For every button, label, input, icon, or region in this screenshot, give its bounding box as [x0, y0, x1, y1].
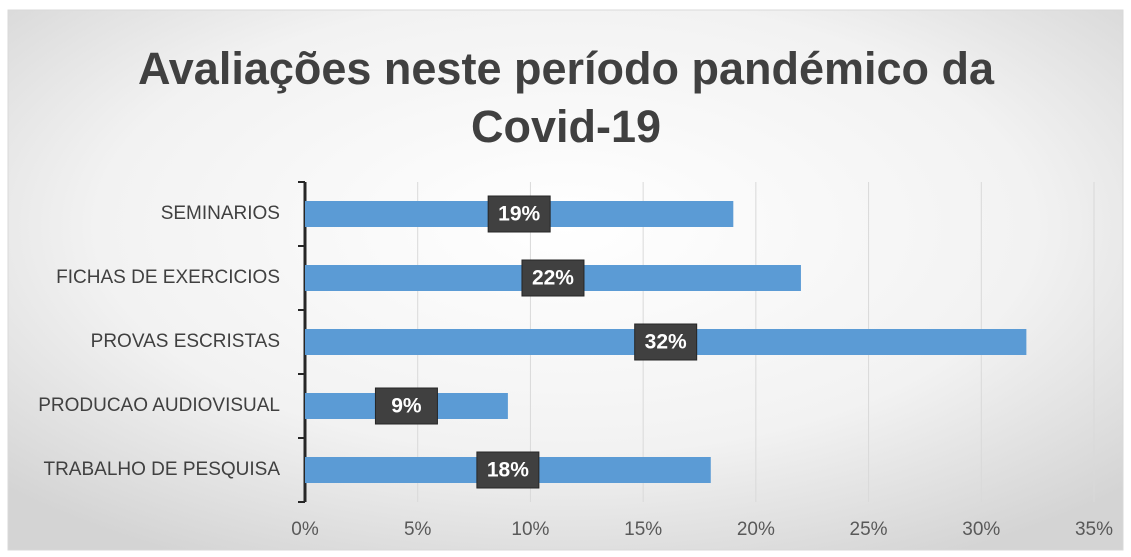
data-label: 19% [498, 203, 540, 226]
data-label-box [634, 323, 698, 361]
x-tick-label: 0% [291, 519, 319, 540]
x-tick-label: 5% [404, 519, 432, 540]
data-label-box [374, 387, 438, 425]
y-tick-label: PROVAS ESCRISTAS [91, 331, 280, 352]
data-label: 18% [487, 459, 529, 482]
x-tick-label: 15% [624, 519, 662, 540]
x-tick-label: 20% [737, 519, 775, 540]
data-label-box [487, 195, 551, 233]
y-tick-label: PRODUCAO AUDIOVISUAL [38, 395, 280, 416]
y-tick-label: SEMINARIOS [161, 203, 280, 224]
data-label-box [521, 259, 585, 297]
data-label: 9% [391, 395, 422, 418]
x-tick-label: 30% [962, 519, 1000, 540]
data-label-box [476, 451, 540, 489]
x-tick-label: 25% [850, 519, 888, 540]
x-tick-label: 10% [511, 519, 549, 540]
data-label: 22% [532, 267, 574, 290]
chart-title: Avaliações neste período pandémico da Co… [137, 43, 995, 152]
data-label: 32% [645, 331, 687, 354]
y-tick-label: TRABALHO DE PESQUISA [43, 459, 280, 480]
x-tick-label: 35% [1075, 519, 1113, 540]
y-tick-label: FICHAS DE EXERCICIOS [56, 267, 280, 288]
